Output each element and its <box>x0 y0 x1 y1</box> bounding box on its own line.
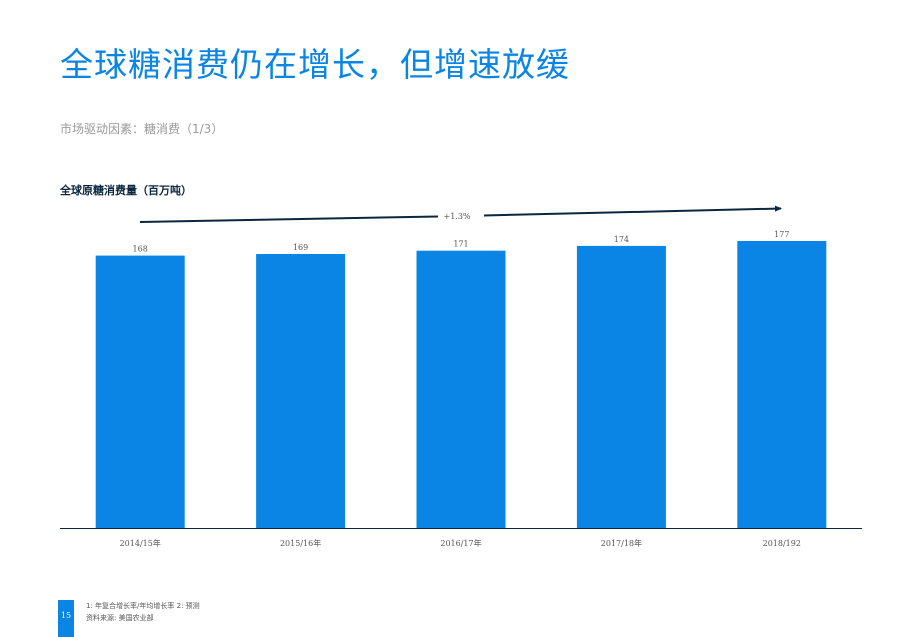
page-number: 15 <box>60 611 72 620</box>
x-tick-label-1: 2015/16年 <box>280 538 321 548</box>
bar-0 <box>95 255 185 528</box>
x-tick-label-2: 2016/17年 <box>440 538 481 548</box>
trend-arrow <box>139 215 439 223</box>
cagr-annotation: +1.3% <box>443 212 470 221</box>
page-subtitle: 市场驱动因素：糖消费（1/3） <box>60 122 224 136</box>
x-tick-label-0: 2014/15年 <box>120 538 161 548</box>
bar-4 <box>737 241 827 528</box>
data-label-4: 177 <box>774 230 789 239</box>
page-title: 全球糖消费仍在增长，但增速放缓 <box>60 45 570 84</box>
footnote-1: 1: 年复合增长率/年均增长率 2: 预测 <box>86 602 200 610</box>
trend-arrow-2 <box>483 205 782 217</box>
data-label-2: 171 <box>453 240 468 249</box>
data-label-0: 168 <box>133 245 148 254</box>
x-tick-label-3: 2017/18年 <box>601 538 642 548</box>
bar-1 <box>256 254 346 528</box>
x-tick-label-4: 2018/192 <box>763 539 801 548</box>
page-number-bar <box>58 600 74 637</box>
data-label-1: 169 <box>293 243 308 252</box>
footnote-source: 资料来源: 美国农业部 <box>86 614 154 622</box>
bar-3 <box>576 245 666 528</box>
bar-2 <box>416 250 506 528</box>
data-label-3: 174 <box>614 235 629 244</box>
chart-title: 全球原糖消费量（百万吨） <box>60 184 192 197</box>
